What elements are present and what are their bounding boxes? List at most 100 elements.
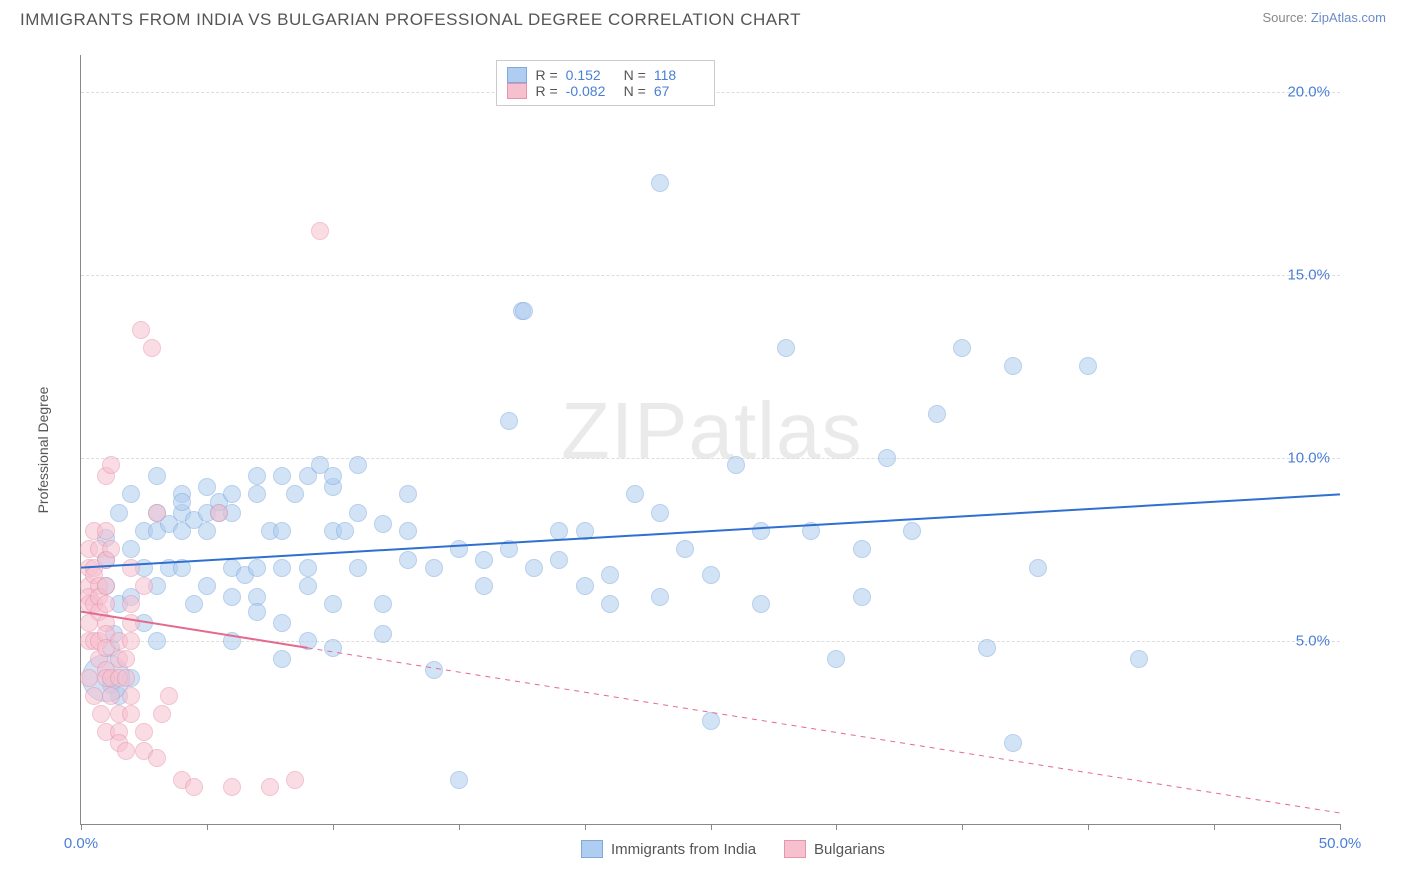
y-tick-label: 5.0% bbox=[1296, 632, 1330, 649]
legend-swatch bbox=[507, 67, 527, 83]
watermark: ZIPatlas bbox=[561, 385, 862, 477]
scatter-point bbox=[311, 222, 329, 240]
scatter-point bbox=[953, 339, 971, 357]
scatter-point bbox=[626, 485, 644, 503]
scatter-point bbox=[550, 522, 568, 540]
chart-title: IMMIGRANTS FROM INDIA VS BULGARIAN PROFE… bbox=[20, 10, 801, 30]
header: IMMIGRANTS FROM INDIA VS BULGARIAN PROFE… bbox=[0, 0, 1406, 35]
scatter-point bbox=[651, 504, 669, 522]
scatter-point bbox=[135, 577, 153, 595]
r-value: -0.082 bbox=[566, 83, 616, 99]
scatter-point bbox=[173, 493, 191, 511]
scatter-point bbox=[273, 614, 291, 632]
y-tick-label: 10.0% bbox=[1287, 449, 1330, 466]
scatter-point bbox=[153, 705, 171, 723]
scatter-point bbox=[122, 485, 140, 503]
scatter-point bbox=[135, 723, 153, 741]
trend-line-dashed bbox=[308, 648, 1340, 813]
scatter-point bbox=[752, 595, 770, 613]
trend-lines bbox=[81, 55, 1340, 824]
scatter-point bbox=[827, 650, 845, 668]
series-legend: Immigrants from India Bulgarians bbox=[581, 840, 905, 858]
scatter-point bbox=[601, 595, 619, 613]
grid-line bbox=[81, 641, 1340, 642]
legend-swatch bbox=[507, 83, 527, 99]
scatter-point bbox=[110, 504, 128, 522]
x-tick bbox=[962, 824, 963, 830]
scatter-point bbox=[676, 540, 694, 558]
scatter-point bbox=[1004, 734, 1022, 752]
scatter-point bbox=[122, 632, 140, 650]
scatter-point bbox=[576, 522, 594, 540]
scatter-point bbox=[299, 559, 317, 577]
scatter-point bbox=[702, 566, 720, 584]
scatter-point bbox=[374, 625, 392, 643]
scatter-point bbox=[1130, 650, 1148, 668]
y-tick-label: 15.0% bbox=[1287, 266, 1330, 283]
scatter-point bbox=[651, 588, 669, 606]
r-value: 0.152 bbox=[566, 67, 616, 83]
scatter-point bbox=[299, 577, 317, 595]
scatter-point bbox=[853, 588, 871, 606]
legend-series-name: Immigrants from India bbox=[611, 841, 756, 858]
scatter-point bbox=[802, 522, 820, 540]
scatter-point bbox=[928, 405, 946, 423]
scatter-point bbox=[173, 559, 191, 577]
scatter-point bbox=[117, 669, 135, 687]
scatter-point bbox=[248, 467, 266, 485]
scatter-point bbox=[515, 302, 533, 320]
scatter-point bbox=[143, 339, 161, 357]
x-tick-label-min: 0.0% bbox=[64, 835, 98, 852]
x-tick bbox=[585, 824, 586, 830]
scatter-point bbox=[903, 522, 921, 540]
source-link[interactable]: ZipAtlas.com bbox=[1311, 10, 1386, 25]
x-tick bbox=[1340, 824, 1341, 830]
x-tick bbox=[1214, 824, 1215, 830]
legend-series-name: Bulgarians bbox=[814, 841, 885, 858]
scatter-point bbox=[425, 661, 443, 679]
scatter-point bbox=[198, 577, 216, 595]
scatter-point bbox=[500, 412, 518, 430]
scatter-point bbox=[210, 504, 228, 522]
scatter-point bbox=[248, 559, 266, 577]
scatter-point bbox=[102, 687, 120, 705]
scatter-point bbox=[324, 595, 342, 613]
x-tick-label-max: 50.0% bbox=[1319, 835, 1362, 852]
scatter-point bbox=[80, 669, 98, 687]
scatter-point bbox=[601, 566, 619, 584]
scatter-point bbox=[399, 522, 417, 540]
grid-line bbox=[81, 458, 1340, 459]
plot-area: ZIPatlas 5.0%10.0%15.0%20.0%0.0%50.0%R =… bbox=[80, 55, 1340, 825]
scatter-point bbox=[198, 478, 216, 496]
scatter-point bbox=[97, 577, 115, 595]
scatter-point bbox=[223, 485, 241, 503]
scatter-point bbox=[273, 559, 291, 577]
scatter-point bbox=[148, 467, 166, 485]
grid-line bbox=[81, 275, 1340, 276]
chart-container: Professional Degree ZIPatlas 5.0%10.0%15… bbox=[50, 55, 1390, 845]
scatter-point bbox=[148, 749, 166, 767]
scatter-point bbox=[198, 522, 216, 540]
scatter-point bbox=[122, 595, 140, 613]
scatter-point bbox=[261, 778, 279, 796]
scatter-point bbox=[1004, 357, 1022, 375]
scatter-point bbox=[223, 778, 241, 796]
x-tick bbox=[711, 824, 712, 830]
legend-row: R =0.152N =118 bbox=[507, 67, 703, 83]
scatter-point bbox=[1029, 559, 1047, 577]
scatter-point bbox=[978, 639, 996, 657]
scatter-point bbox=[399, 485, 417, 503]
scatter-point bbox=[878, 449, 896, 467]
scatter-point bbox=[102, 456, 120, 474]
legend-swatch bbox=[784, 840, 806, 858]
x-tick bbox=[1088, 824, 1089, 830]
y-tick-label: 20.0% bbox=[1287, 83, 1330, 100]
scatter-point bbox=[122, 687, 140, 705]
scatter-point bbox=[853, 540, 871, 558]
scatter-point bbox=[450, 540, 468, 558]
x-tick bbox=[333, 824, 334, 830]
scatter-point bbox=[651, 174, 669, 192]
scatter-point bbox=[1079, 357, 1097, 375]
scatter-point bbox=[349, 559, 367, 577]
scatter-point bbox=[148, 504, 166, 522]
